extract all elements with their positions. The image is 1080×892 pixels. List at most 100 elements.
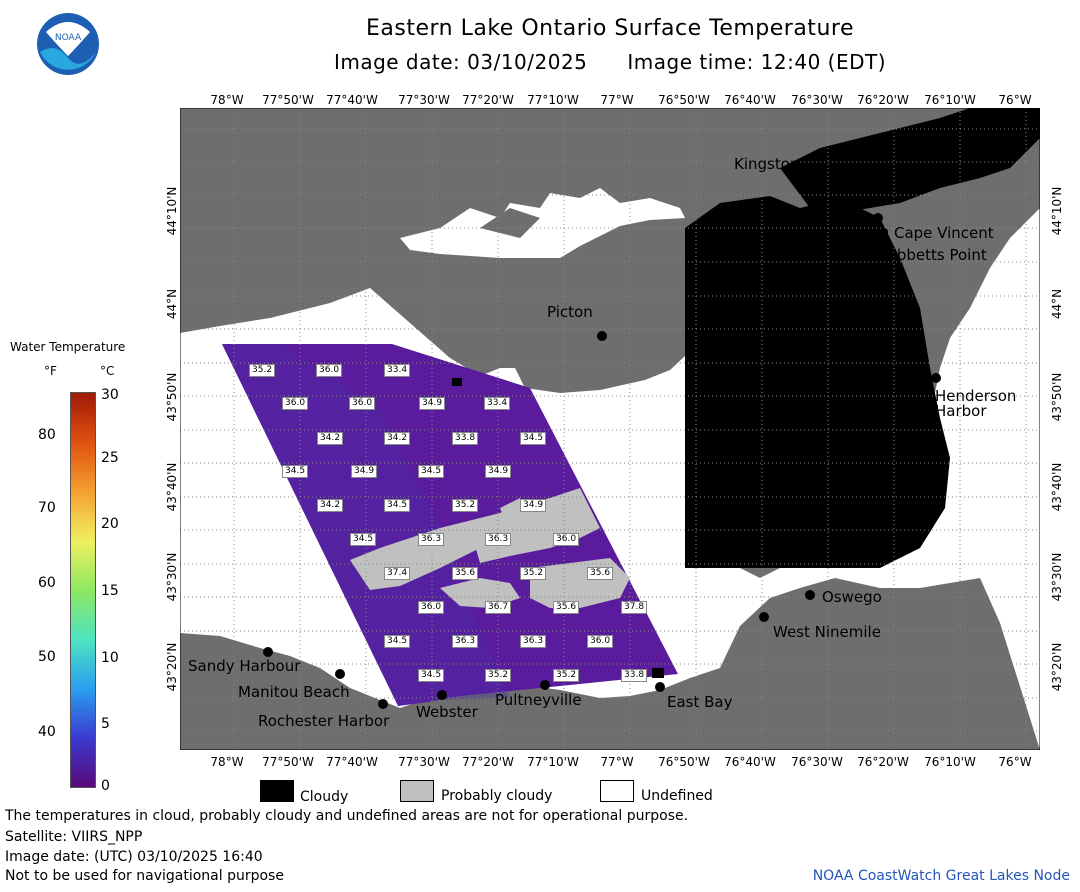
temperature-value: 36.0 — [349, 397, 376, 410]
temperature-value: 35.6 — [452, 567, 479, 580]
label-east-bay: East Bay — [667, 693, 733, 711]
lon-label-top: 76°20'W — [857, 93, 909, 107]
picton-marker — [597, 331, 607, 341]
legend-tick-c: 15 — [101, 583, 119, 599]
temperature-value: 37.8 — [621, 601, 648, 614]
lon-label-bottom: 77°30'W — [398, 755, 450, 769]
temperature-value: 34.5 — [384, 635, 411, 648]
east-bay-marker — [655, 682, 665, 692]
footer-disclaimer: The temperatures in cloud, probably clou… — [5, 808, 689, 824]
map-area — [179, 107, 1041, 751]
lon-label-bottom: 76°20'W — [857, 755, 909, 769]
image-date: Image date: 03/10/2025 — [333, 50, 588, 74]
temperature-value: 37.4 — [384, 567, 411, 580]
temperature-value: 35.2 — [249, 364, 276, 377]
legend-tick-f: 50 — [38, 649, 56, 665]
lon-label-bottom: 76°10'W — [924, 755, 976, 769]
legend-tick-f: 70 — [38, 500, 56, 516]
lat-label-right: 44°10'N — [1050, 186, 1064, 236]
cloudy-region — [685, 196, 950, 568]
legend-tick-c: 10 — [101, 650, 119, 666]
label-kingston: Kingston — [734, 155, 800, 173]
lon-label-top: 76°50'W — [658, 93, 710, 107]
legend-title: Water Temperature — [10, 340, 126, 354]
lon-label-top: 77°20'W — [462, 93, 514, 107]
temperature-value: 35.2 — [553, 669, 580, 682]
label-rochester-harbor: Rochester Harbor — [258, 712, 390, 730]
lon-label-top: 77°10'W — [527, 93, 579, 107]
manitou-beach-marker — [335, 669, 345, 679]
lon-label-top: 76°10'W — [924, 93, 976, 107]
lon-label-top: 77°W — [600, 93, 634, 107]
sandy-harbour-marker — [263, 647, 273, 657]
legend-tick-c: 30 — [101, 387, 119, 403]
picton-land — [525, 318, 685, 390]
lon-label-bottom: 76°W — [998, 755, 1032, 769]
footer-credit: NOAA CoastWatch Great Lakes Node — [812, 868, 1070, 884]
lon-label-top: 76°30'W — [791, 93, 843, 107]
temperature-value: 34.9 — [351, 465, 378, 478]
image-time: Image time: 12:40 (EDT) — [627, 50, 887, 74]
temperature-value: 34.5 — [418, 669, 445, 682]
temperature-value: 35.2 — [520, 567, 547, 580]
temperature-value: 33.4 — [484, 397, 511, 410]
key-undefined-swatch — [600, 780, 634, 802]
graticule — [180, 108, 1040, 750]
lon-label-bottom: 76°40'W — [724, 755, 776, 769]
temperature-value: 35.2 — [452, 499, 479, 512]
map-svg — [179, 107, 1041, 751]
lon-label-bottom: 76°30'W — [791, 755, 843, 769]
lon-label-top: 77°50'W — [262, 93, 314, 107]
temperature-value: 33.8 — [621, 669, 648, 682]
temperature-value: 36.3 — [452, 635, 479, 648]
lat-label-right: 43°40'N — [1050, 462, 1064, 512]
pultneyville-marker — [540, 680, 550, 690]
temperature-value: 34.9 — [485, 465, 512, 478]
key-probably-cloudy-label: Probably cloudy — [441, 788, 553, 804]
lon-label-bottom: 77°40'W — [326, 755, 378, 769]
lat-label-right: 43°30'N — [1050, 552, 1064, 602]
temperature-value: 36.0 — [587, 635, 614, 648]
lat-label-left: 43°20'N — [165, 642, 179, 692]
temperature-value: 33.4 — [384, 364, 411, 377]
legend-tick-c: 5 — [101, 716, 110, 732]
lon-label-bottom: 77°W — [600, 755, 634, 769]
temperature-value: 36.0 — [553, 533, 580, 546]
map-subtitle: Image date: 03/10/2025 Image time: 12:40 … — [180, 50, 1040, 74]
lat-label-right: 43°50'N — [1050, 372, 1064, 422]
kingston-marker — [873, 213, 883, 223]
label-henderson-2: Harbor — [935, 402, 987, 420]
footer-navigation-warning: Not to be used for navigational purpose — [5, 868, 284, 884]
temperature-value: 34.2 — [384, 432, 411, 445]
lon-label-top: 77°30'W — [398, 93, 450, 107]
cape-vincent-marker — [880, 228, 888, 236]
lat-label-left: 44°10'N — [165, 186, 179, 236]
temperature-value: 34.2 — [317, 499, 344, 512]
legend-tick-c: 20 — [101, 516, 119, 532]
lon-label-top: 77°40'W — [326, 93, 378, 107]
lat-label-left: 43°30'N — [165, 552, 179, 602]
legend-tick-c: 0 — [101, 778, 110, 794]
rochester-harbor-marker — [378, 699, 388, 709]
key-probably-cloudy-swatch — [400, 780, 434, 802]
temperature-value: 35.6 — [553, 601, 580, 614]
lon-label-bottom: 78°W — [210, 755, 244, 769]
label-pultneyville: Pultneyville — [495, 691, 582, 709]
legend-colorbar — [70, 392, 96, 788]
footer-utc-date: Image date: (UTC) 03/10/2025 16:40 — [5, 849, 263, 865]
label-picton: Picton — [547, 303, 593, 321]
lon-label-bottom: 76°50'W — [658, 755, 710, 769]
lat-label-right: 44°N — [1050, 288, 1064, 320]
label-sandy-harbour: Sandy Harbour — [188, 657, 301, 675]
legend-unit-c: °C — [100, 364, 115, 378]
footer-satellite: Satellite: VIIRS_NPP — [5, 829, 143, 845]
key-cloudy-swatch — [260, 780, 294, 802]
label-henderson-1: Henderson — [935, 387, 1017, 405]
temperature-value: 36.3 — [520, 635, 547, 648]
temperature-value: 36.7 — [485, 601, 512, 614]
lat-label-right: 43°20'N — [1050, 642, 1064, 692]
temperature-value: 34.2 — [317, 432, 344, 445]
temperature-value: 33.8 — [452, 432, 479, 445]
noaa-logo: NOAA — [37, 13, 99, 75]
temperature-value: 36.3 — [418, 533, 445, 546]
